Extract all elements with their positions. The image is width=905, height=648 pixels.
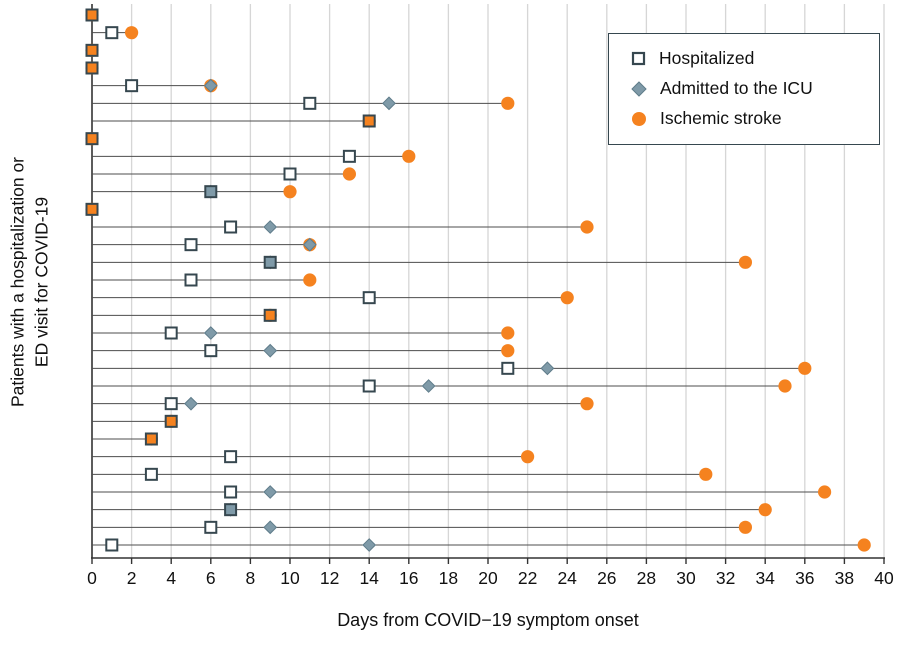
svg-text:34: 34	[755, 568, 775, 588]
open-square-icon	[631, 51, 646, 66]
svg-text:6: 6	[206, 568, 216, 588]
svg-text:0: 0	[87, 568, 97, 588]
svg-text:22: 22	[518, 568, 537, 588]
x-axis-label: Days from COVID−19 symptom onset	[337, 610, 639, 630]
svg-text:18: 18	[439, 568, 458, 588]
svg-text:28: 28	[637, 568, 656, 588]
y-axis-label: Patients with a hospitalization or ED vi…	[6, 157, 53, 407]
legend: Hospitalized Admitted to the ICU Ischemi…	[608, 33, 880, 145]
svg-text:30: 30	[676, 568, 696, 588]
circle-icon	[632, 111, 646, 126]
svg-text:8: 8	[246, 568, 256, 588]
timeline-chart: 0 2 4 6 8 10 12 14 16 18 20 22 24 26 28 30 32 34 36 38 40	[85, 4, 894, 588]
svg-text:40: 40	[874, 568, 894, 588]
legend-item-icu: Admitted to the ICU	[631, 78, 879, 99]
svg-text:32: 32	[716, 568, 735, 588]
svg-text:38: 38	[835, 568, 854, 588]
y-axis-label-line1: Patients with a hospitalization or	[7, 157, 28, 407]
diamond-icon	[631, 80, 647, 97]
svg-text:2: 2	[127, 568, 137, 588]
svg-text:20: 20	[478, 568, 498, 588]
legend-label-hospitalized: Hospitalized	[659, 48, 755, 68]
svg-text:24: 24	[557, 568, 577, 588]
svg-text:10: 10	[280, 568, 300, 588]
legend-label-stroke: Ischemic stroke	[660, 108, 782, 128]
svg-text:12: 12	[320, 568, 339, 588]
legend-item-stroke: Ischemic stroke	[631, 108, 879, 129]
svg-text:4: 4	[166, 568, 176, 588]
legend-item-hospitalized: Hospitalized	[631, 48, 879, 69]
svg-text:26: 26	[597, 568, 616, 588]
svg-text:16: 16	[399, 568, 418, 588]
legend-label-icu: Admitted to the ICU	[660, 78, 813, 98]
svg-text:36: 36	[795, 568, 814, 588]
svg-text:14: 14	[359, 568, 379, 588]
y-axis-label-line2: ED visit for COVID-19	[31, 196, 51, 368]
